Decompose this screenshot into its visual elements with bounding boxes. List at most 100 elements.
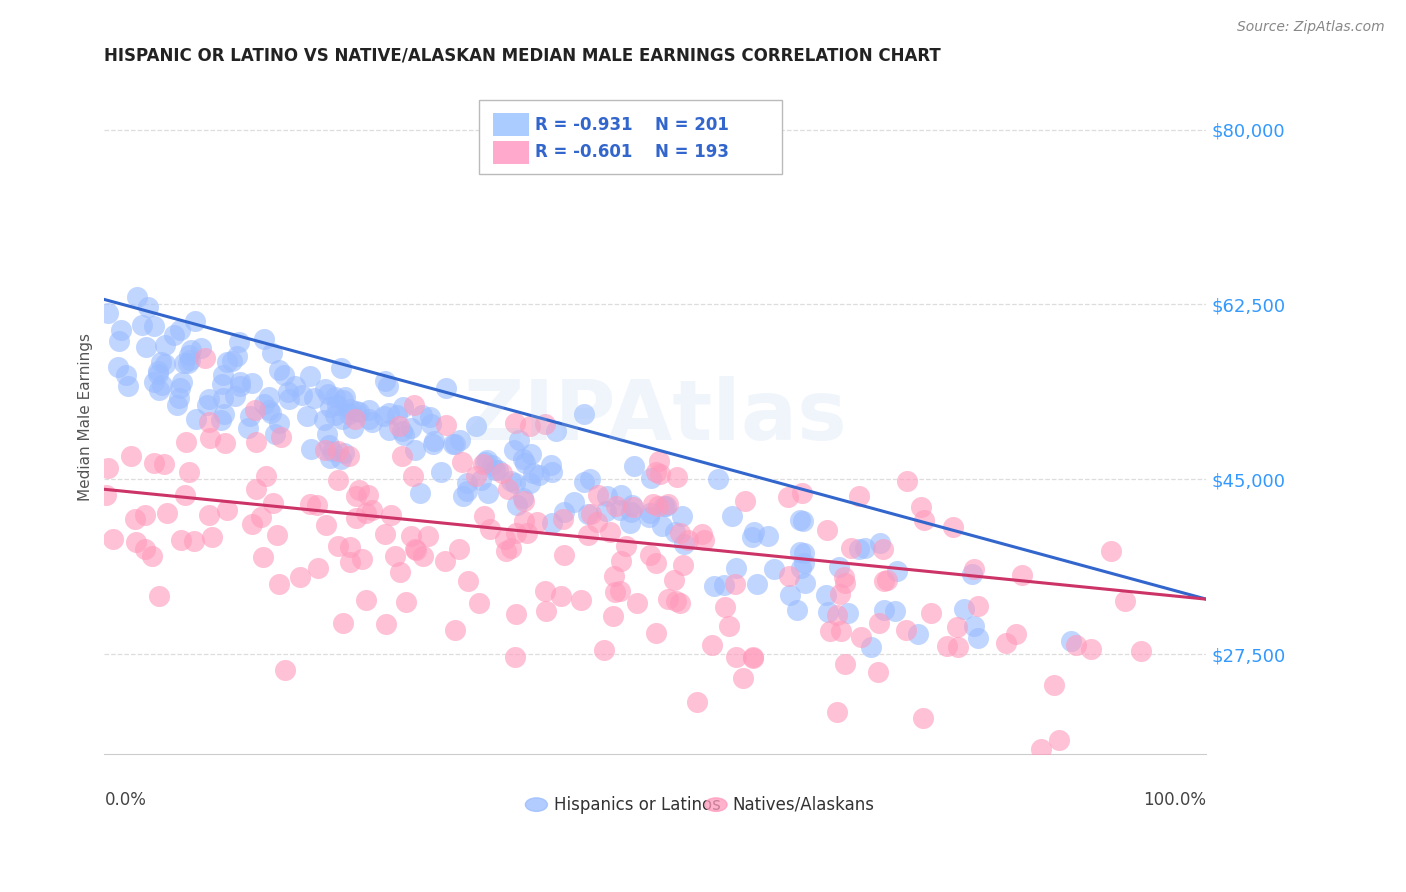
Point xyxy=(717,619,740,633)
Point xyxy=(868,615,890,630)
Point xyxy=(200,431,222,445)
Point xyxy=(274,663,297,677)
Point xyxy=(214,435,236,450)
Point xyxy=(605,500,627,514)
Point xyxy=(278,392,301,406)
Point xyxy=(623,458,645,473)
Point xyxy=(180,343,202,357)
Point xyxy=(789,513,811,527)
Point xyxy=(389,566,412,580)
Point xyxy=(347,483,370,497)
Point xyxy=(256,469,278,483)
Circle shape xyxy=(704,797,727,812)
Point xyxy=(318,437,340,451)
Point xyxy=(377,423,399,437)
Point xyxy=(226,349,249,363)
Text: Hispanics or Latinos: Hispanics or Latinos xyxy=(554,796,721,814)
Point xyxy=(315,517,337,532)
Point xyxy=(678,533,700,547)
Point xyxy=(456,484,478,499)
Point xyxy=(149,355,172,369)
Point xyxy=(742,650,765,665)
Point xyxy=(153,457,176,471)
Point xyxy=(643,497,665,511)
Point xyxy=(239,409,262,423)
Point xyxy=(141,549,163,564)
Point xyxy=(344,489,367,503)
Point xyxy=(657,592,679,607)
Point xyxy=(183,533,205,548)
Point xyxy=(578,528,600,542)
Point xyxy=(298,368,321,383)
Point xyxy=(491,466,513,480)
Point xyxy=(866,665,889,679)
Point xyxy=(562,495,585,509)
Point xyxy=(267,577,290,591)
Point xyxy=(912,513,935,527)
Point xyxy=(534,417,557,432)
Point xyxy=(146,367,169,381)
Point xyxy=(148,383,170,397)
Point xyxy=(177,465,200,479)
Point xyxy=(434,553,457,567)
Point xyxy=(221,353,243,368)
Point xyxy=(553,504,575,518)
Text: 0.0%: 0.0% xyxy=(104,791,146,809)
Point xyxy=(344,404,367,418)
Point xyxy=(291,388,314,402)
Point xyxy=(832,570,855,584)
Point xyxy=(495,544,517,558)
Point xyxy=(793,546,815,560)
Point xyxy=(314,382,336,396)
Point xyxy=(134,508,156,522)
Point xyxy=(896,474,918,488)
Point xyxy=(273,368,295,382)
Point xyxy=(267,363,290,377)
Point xyxy=(332,393,354,408)
Point xyxy=(534,583,557,598)
Point xyxy=(404,541,426,556)
Point xyxy=(721,509,744,524)
Point xyxy=(101,532,124,546)
Text: ZIPAtlas: ZIPAtlas xyxy=(464,376,848,458)
Point xyxy=(920,606,942,620)
Point xyxy=(834,657,856,671)
Point xyxy=(108,334,131,348)
Point xyxy=(586,515,609,529)
Point xyxy=(792,514,814,528)
Point xyxy=(295,409,318,423)
Point xyxy=(828,560,851,574)
Point xyxy=(484,463,506,477)
Point xyxy=(714,599,737,614)
Point xyxy=(513,514,536,528)
Point xyxy=(359,403,381,417)
Point xyxy=(967,631,990,645)
Point xyxy=(550,589,572,603)
Point xyxy=(170,375,193,389)
Point xyxy=(665,594,688,608)
Point xyxy=(693,533,716,548)
Point xyxy=(449,433,471,447)
Point xyxy=(825,607,848,622)
Point xyxy=(339,402,361,417)
Point xyxy=(243,403,266,417)
Point xyxy=(270,430,292,444)
Point xyxy=(253,397,276,411)
Point xyxy=(860,640,883,654)
Point xyxy=(967,599,990,613)
Point xyxy=(756,529,779,543)
Point xyxy=(416,529,439,543)
Point xyxy=(267,416,290,430)
Point xyxy=(120,449,142,463)
Point xyxy=(388,419,411,434)
Point xyxy=(569,592,592,607)
Point xyxy=(337,450,360,464)
Point xyxy=(671,508,693,523)
Point xyxy=(420,417,443,431)
Point xyxy=(1099,544,1122,558)
Point xyxy=(837,606,859,620)
Point xyxy=(713,578,735,592)
Point xyxy=(401,421,423,435)
Point xyxy=(700,638,723,652)
Point xyxy=(593,643,616,657)
